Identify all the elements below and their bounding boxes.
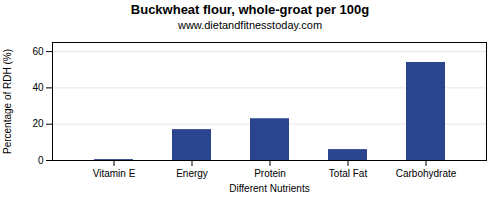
svg-text:Total Fat: Total Fat bbox=[329, 168, 368, 179]
svg-text:Percentage of RDH (%): Percentage of RDH (%) bbox=[2, 49, 13, 154]
html-text:www.dietandfitnesstoday.com: www.dietandfitnesstoday.com bbox=[178, 19, 322, 31]
svg-text:Carbohydrate: Carbohydrate bbox=[396, 168, 457, 179]
svg-text:0: 0 bbox=[38, 155, 44, 166]
svg-text:Energy: Energy bbox=[176, 168, 208, 179]
svg-text:60: 60 bbox=[32, 46, 44, 57]
svg-text:20: 20 bbox=[32, 118, 44, 129]
svg-text:40: 40 bbox=[32, 82, 44, 93]
svg-text:Different Nutrients: Different Nutrients bbox=[229, 183, 309, 194]
html-text:Buckwheat flour, whole-groat p: Buckwheat flour, whole-groat per 100g bbox=[130, 2, 370, 17]
svg-text:Protein: Protein bbox=[254, 168, 286, 179]
svg-text:Vitamin E: Vitamin E bbox=[93, 168, 136, 179]
